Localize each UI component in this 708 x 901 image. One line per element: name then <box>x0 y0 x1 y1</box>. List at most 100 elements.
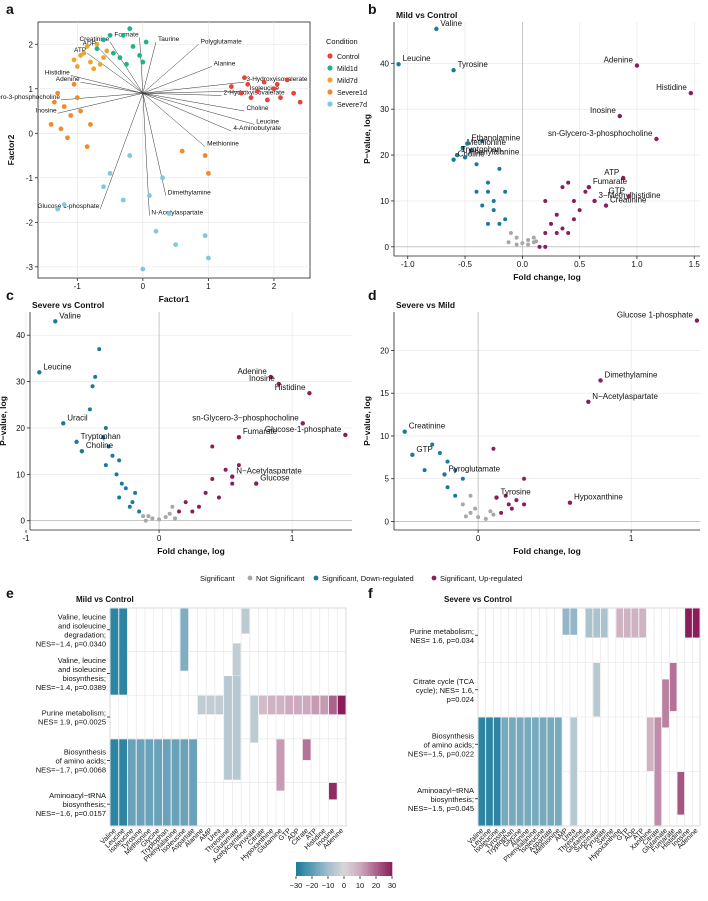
data-point <box>497 221 502 226</box>
point-mild1d <box>137 52 142 58</box>
labeled-point <box>230 474 235 479</box>
x-tick-label: -0.5 <box>458 260 472 269</box>
row-label: NES= 1.9, p=0.0025 <box>38 718 106 727</box>
loading-vector <box>142 81 245 94</box>
point-mild1d <box>107 32 113 38</box>
point-severe7d <box>153 228 159 234</box>
colorbar-step <box>346 862 350 876</box>
row-label: Valine, leucine <box>58 612 106 621</box>
heatmap-cell <box>623 608 631 638</box>
colorbar-step <box>360 862 364 876</box>
y-axis-title: Factor2 <box>6 134 16 165</box>
panel-b-volcano: -1.0 -0.5 0.0 0.5 1.0 1.5 0 10 20 30 40 Fold change… <box>362 10 700 282</box>
panel-letter-b: b <box>368 1 377 17</box>
panel-f-heatmap: Severe vs Control Purine metabolism;NES= … <box>408 595 701 864</box>
legend-swatch <box>431 575 437 581</box>
data-point <box>485 189 490 194</box>
loading-vector <box>109 41 144 94</box>
loading-vector <box>70 75 143 94</box>
loading-vector <box>142 93 232 132</box>
plot-area <box>37 21 311 279</box>
y-axis-title: P−value, log <box>362 114 372 164</box>
data-point <box>103 463 108 468</box>
heatmap-cell <box>684 608 693 638</box>
colorbar-step <box>370 862 374 876</box>
data-point <box>522 502 527 507</box>
heatmap-title: Severe vs Control <box>444 595 512 604</box>
x-axis-title: Fold change, log <box>513 546 581 556</box>
data-point <box>422 468 427 473</box>
row-label: NES=−1.4, p=0.0389 <box>36 683 106 692</box>
legend-label: Severe1d <box>337 90 367 97</box>
point-severe1d <box>68 113 74 118</box>
legend-label: Mild1d <box>337 66 358 73</box>
loading-vector <box>87 52 144 94</box>
point-label: Methionine <box>467 138 507 147</box>
heatmap-cell <box>669 662 677 712</box>
heatmap-cell <box>276 738 285 791</box>
point-mild7d <box>84 44 90 49</box>
labeled-point <box>617 113 622 119</box>
colorbar-step <box>387 862 390 876</box>
loading-label: Taurine <box>158 36 180 43</box>
legend-label: Control <box>337 54 360 61</box>
data-point <box>106 444 111 449</box>
loading-label: Formate <box>114 32 139 39</box>
colorbar-tick-label: −10 <box>322 881 335 890</box>
row-label: and isoleucine <box>58 621 106 630</box>
heatmap-cell <box>554 717 563 826</box>
heatmap-cell <box>508 717 517 826</box>
labeled-point <box>410 452 415 457</box>
row-label: biosynthesis; <box>431 795 474 804</box>
point-label: Tryptophan <box>461 145 501 154</box>
point-label: ATP <box>604 168 619 177</box>
colorbar-tick-label: 30 <box>388 881 396 890</box>
heatmap-cell <box>215 695 224 715</box>
colorbar-step <box>303 862 306 876</box>
labeled-point <box>465 141 470 146</box>
point-control <box>245 81 251 87</box>
data-point <box>90 384 95 389</box>
point-label: sn-Glycero-3-phosphocholine <box>548 129 653 138</box>
colorbar-step <box>341 862 345 876</box>
point-label: Choline <box>458 150 486 159</box>
point-mild1d <box>120 32 126 38</box>
panel-a-biplot: -1 0 1 2 2 1 0 -1 -2 -3 Factor1 Factor2 Creatinine Fo… <box>0 21 367 304</box>
point-severe7d <box>202 233 208 239</box>
colorbar-step <box>327 862 330 876</box>
data-point <box>123 486 128 491</box>
loading-vector <box>139 37 144 94</box>
colorbar-step <box>317 862 321 876</box>
heatmap-cell <box>258 695 268 715</box>
loading-label: 2-Hydroxyisovalerate <box>224 89 285 96</box>
row-label: Valine, leucine <box>58 656 106 665</box>
heatmap-cell <box>118 608 128 696</box>
data-point <box>534 239 539 244</box>
colorbar-step <box>377 862 381 876</box>
loading-vector <box>142 44 199 94</box>
data-point <box>480 203 485 208</box>
loading-label: Leucine <box>256 118 279 125</box>
labeled-point <box>396 62 401 67</box>
data-point <box>514 235 519 240</box>
point-label: sn-Glycero-3−phosphocholine <box>192 413 299 422</box>
x-tick-label: -1 <box>74 282 82 291</box>
loading-label: 3-Hydroxyisovalerate <box>246 76 307 83</box>
heatmap-cell <box>284 695 294 715</box>
colorbar-step <box>315 862 318 876</box>
point-label: Pyroglutamate <box>448 464 500 473</box>
data-point <box>210 444 215 449</box>
loading-label: Inosine <box>36 107 57 114</box>
point-mild1d <box>130 44 136 49</box>
point-mild1d <box>143 39 149 45</box>
heatmap-cell <box>180 608 189 672</box>
labeled-point <box>402 429 407 434</box>
x-tick-label: 0.5 <box>574 260 586 269</box>
volcano-legend: Significant Not Significant Significant, D… <box>200 574 522 583</box>
legend-swatch <box>327 77 333 83</box>
data-point <box>491 198 496 203</box>
data-point <box>488 509 493 514</box>
point-label: Inosine <box>590 106 616 115</box>
heatmap-cell <box>110 738 119 826</box>
colorbar-step <box>356 862 359 876</box>
